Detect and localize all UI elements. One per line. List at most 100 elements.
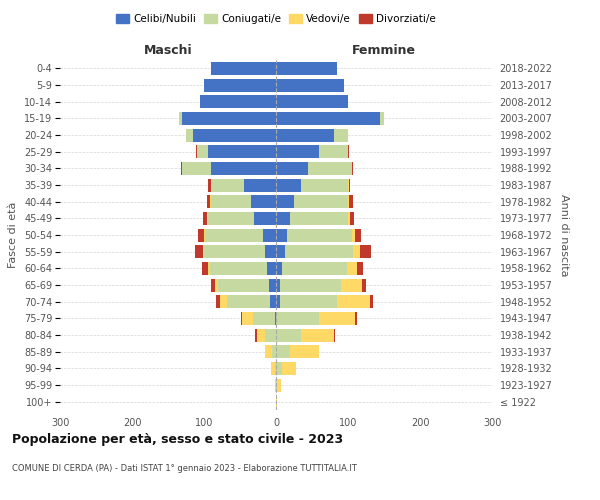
Bar xyxy=(282,362,296,375)
Bar xyxy=(276,262,282,275)
Bar xyxy=(276,212,290,225)
Bar xyxy=(202,262,208,275)
Bar xyxy=(282,262,347,275)
Bar xyxy=(276,328,301,342)
Bar xyxy=(353,245,360,258)
Y-axis label: Anni di nascita: Anni di nascita xyxy=(559,194,569,276)
Bar xyxy=(276,245,284,258)
Bar xyxy=(355,312,356,325)
Y-axis label: Fasce di età: Fasce di età xyxy=(8,202,19,268)
Bar xyxy=(276,295,280,308)
Bar xyxy=(241,312,242,325)
Bar xyxy=(276,345,290,358)
Bar xyxy=(276,278,280,291)
Bar xyxy=(352,228,355,241)
Bar xyxy=(294,195,348,208)
Bar xyxy=(242,312,253,325)
Bar xyxy=(268,262,276,275)
Bar xyxy=(204,228,205,241)
Bar xyxy=(193,128,276,141)
Bar xyxy=(265,245,276,258)
Bar xyxy=(276,378,277,392)
Bar xyxy=(290,212,348,225)
Bar xyxy=(352,162,353,175)
Bar xyxy=(276,95,348,108)
Bar xyxy=(204,245,265,258)
Bar xyxy=(197,145,208,158)
Bar xyxy=(287,228,352,241)
Bar xyxy=(280,295,337,308)
Bar xyxy=(347,262,358,275)
Bar xyxy=(308,162,352,175)
Bar xyxy=(348,178,349,192)
Bar xyxy=(276,112,380,125)
Bar xyxy=(290,345,319,358)
Bar xyxy=(355,228,361,241)
Bar xyxy=(276,62,337,75)
Bar xyxy=(208,212,254,225)
Text: Popolazione per età, sesso e stato civile - 2023: Popolazione per età, sesso e stato civil… xyxy=(12,432,343,446)
Text: COMUNE DI CERDA (PA) - Dati ISTAT 1° gennaio 2023 - Elaborazione TUTTITALIA.IT: COMUNE DI CERDA (PA) - Dati ISTAT 1° gen… xyxy=(12,464,357,473)
Bar xyxy=(276,312,319,325)
Bar xyxy=(276,362,282,375)
Bar xyxy=(275,312,276,325)
Bar xyxy=(257,328,265,342)
Bar xyxy=(349,178,350,192)
Bar xyxy=(265,345,272,358)
Bar xyxy=(334,128,348,141)
Bar xyxy=(244,178,276,192)
Bar xyxy=(275,378,276,392)
Bar xyxy=(360,245,371,258)
Bar xyxy=(186,128,193,141)
Bar xyxy=(208,145,276,158)
Bar xyxy=(208,262,210,275)
Bar xyxy=(270,295,276,308)
Bar xyxy=(208,178,211,192)
Bar xyxy=(276,178,301,192)
Bar xyxy=(350,212,354,225)
Bar xyxy=(276,78,344,92)
Bar xyxy=(370,295,373,308)
Bar xyxy=(337,295,370,308)
Bar xyxy=(348,195,349,208)
Bar xyxy=(319,312,355,325)
Bar xyxy=(276,228,287,241)
Bar xyxy=(276,195,294,208)
Bar xyxy=(210,262,268,275)
Bar xyxy=(196,145,197,158)
Bar xyxy=(220,295,227,308)
Bar xyxy=(276,395,277,408)
Bar xyxy=(349,195,353,208)
Legend: Celibi/Nubili, Coniugati/e, Vedovi/e, Divorziati/e: Celibi/Nubili, Coniugati/e, Vedovi/e, Di… xyxy=(112,10,440,29)
Bar xyxy=(211,62,276,75)
Text: Maschi: Maschi xyxy=(143,44,193,57)
Bar xyxy=(218,278,269,291)
Bar xyxy=(215,278,218,291)
Bar xyxy=(301,328,334,342)
Bar xyxy=(301,178,348,192)
Bar xyxy=(276,145,319,158)
Bar xyxy=(227,295,270,308)
Bar xyxy=(211,162,276,175)
Text: Femmine: Femmine xyxy=(352,44,416,57)
Bar xyxy=(196,245,203,258)
Bar xyxy=(182,112,276,125)
Bar xyxy=(269,278,276,291)
Bar xyxy=(204,78,276,92)
Bar xyxy=(276,128,334,141)
Bar xyxy=(200,95,276,108)
Bar xyxy=(362,278,366,291)
Bar xyxy=(207,195,211,208)
Bar xyxy=(205,228,263,241)
Bar xyxy=(211,195,251,208)
Bar xyxy=(198,228,204,241)
Bar xyxy=(341,278,362,291)
Bar xyxy=(203,245,204,258)
Bar xyxy=(216,295,220,308)
Bar xyxy=(263,228,276,241)
Bar xyxy=(255,328,257,342)
Bar xyxy=(275,362,276,375)
Bar xyxy=(358,262,363,275)
Bar xyxy=(182,162,211,175)
Bar xyxy=(179,112,182,125)
